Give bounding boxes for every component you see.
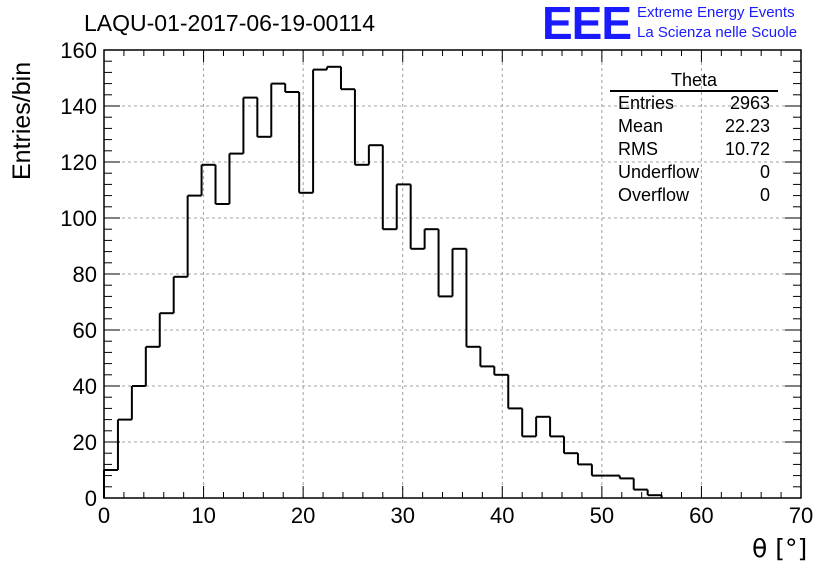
eee-logo: EEE (542, 0, 632, 49)
histogram-series (103, 65, 663, 498)
x-tick-label: 50 (590, 503, 614, 528)
stats-label: Mean (618, 116, 664, 136)
tick-labels: 0 10 20 30 40 50 60 70 0 20 40 60 80 100 120 140 160 (60, 38, 813, 528)
stats-label: RMS (618, 139, 658, 159)
logo-line-1: Extreme Energy Events (637, 4, 795, 21)
y-tick-label: 80 (73, 262, 97, 287)
y-tick-label: 20 (73, 430, 97, 455)
stats-row: Overflow 0 (610, 184, 778, 207)
y-tick-label: 60 (73, 318, 97, 343)
stats-box: Theta Entries 2963 Mean 22.23 RMS 10.72 … (610, 70, 778, 207)
x-tick-label: 20 (291, 503, 315, 528)
stats-row: Mean 22.23 (610, 115, 778, 138)
y-tick-label: 0 (85, 486, 97, 511)
y-tick-label: 100 (60, 206, 97, 231)
stats-label: Overflow (618, 185, 690, 205)
stats-row: Entries 2963 (610, 92, 778, 115)
stats-value: 0 (759, 162, 770, 182)
x-axis-label: θ [°] (752, 534, 808, 563)
y-tick-label: 40 (73, 374, 97, 399)
chart-title: LAQU-01-2017-06-19-00114 (84, 10, 376, 36)
axes (103, 49, 802, 499)
stats-value: 22.23 (724, 116, 770, 136)
y-tick-label: 160 (60, 38, 97, 63)
x-tick-label: 30 (390, 503, 414, 528)
x-tick-label: 70 (789, 503, 813, 528)
stats-label: Entries (618, 93, 675, 113)
stats-row: RMS 10.72 (610, 138, 778, 161)
stats-title: Theta (610, 70, 778, 92)
y-tick-label: 120 (60, 150, 97, 175)
stats-row: Underflow 0 (610, 161, 778, 184)
x-tick-label: 40 (490, 503, 514, 528)
y-axis-label: Entries/bin (8, 61, 36, 180)
x-tick-label: 10 (191, 503, 215, 528)
stats-value: 0 (759, 185, 770, 205)
x-tick-label: 60 (689, 503, 713, 528)
stats-value: 2963 (729, 93, 770, 113)
logo-line-2: La Scienza nelle Scuole (637, 24, 798, 41)
y-tick-label: 140 (60, 94, 97, 119)
stats-label: Underflow (618, 162, 700, 182)
x-tick-label: 0 (98, 503, 110, 528)
stats-value: 10.72 (724, 139, 770, 159)
